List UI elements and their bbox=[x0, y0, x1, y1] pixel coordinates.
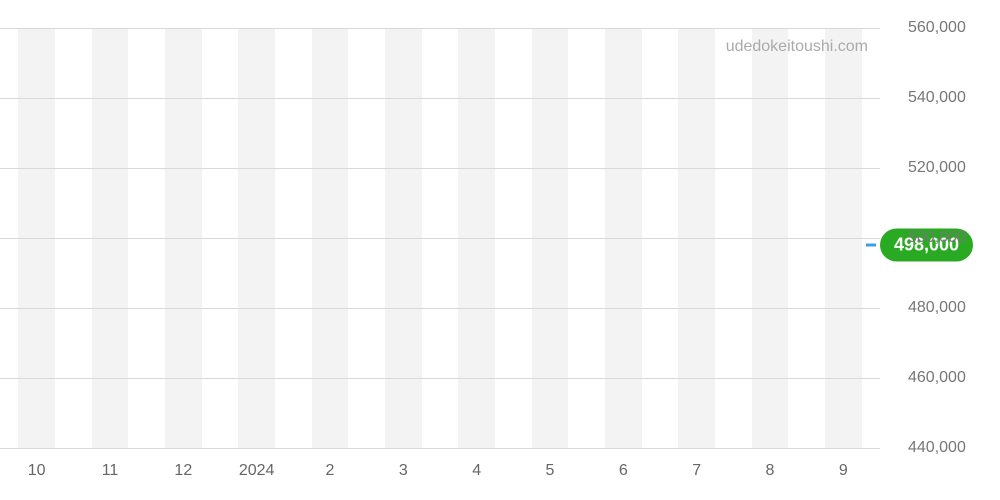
y-tick-label: 520,000 bbox=[908, 159, 966, 177]
x-tick-label: 9 bbox=[839, 462, 848, 480]
x-tick-label: 8 bbox=[766, 462, 775, 480]
x-tick-label: 6 bbox=[619, 462, 628, 480]
x-tick-label: 11 bbox=[102, 462, 119, 480]
x-tick-label: 12 bbox=[174, 462, 192, 480]
plot-area bbox=[0, 28, 880, 448]
x-tick-label: 2 bbox=[326, 462, 335, 480]
data-point-marker bbox=[866, 244, 876, 247]
gridline bbox=[0, 448, 880, 449]
y-tick-label: 560,000 bbox=[908, 19, 966, 37]
x-tick-label: 3 bbox=[399, 462, 408, 480]
gridline bbox=[0, 28, 880, 29]
x-tick-label: 5 bbox=[546, 462, 555, 480]
gridline bbox=[0, 308, 880, 309]
gridline bbox=[0, 98, 880, 99]
gridline bbox=[0, 168, 880, 169]
watermark: udedokeitoushi.com bbox=[726, 38, 868, 56]
x-tick-label: 7 bbox=[692, 462, 701, 480]
price-chart: udedokeitoushi.com 498,000 440,000460,00… bbox=[0, 0, 1000, 500]
x-tick-label: 10 bbox=[28, 462, 46, 480]
y-tick-label: 540,000 bbox=[908, 89, 966, 107]
y-tick-label: 480,000 bbox=[908, 299, 966, 317]
x-tick-label: 2024 bbox=[239, 462, 275, 480]
x-tick-label: 4 bbox=[472, 462, 481, 480]
gridline bbox=[0, 378, 880, 379]
y-tick-label: 460,000 bbox=[908, 369, 966, 387]
gridline bbox=[0, 238, 880, 239]
y-tick-label: 500,000 bbox=[908, 229, 966, 247]
y-tick-label: 440,000 bbox=[908, 439, 966, 457]
